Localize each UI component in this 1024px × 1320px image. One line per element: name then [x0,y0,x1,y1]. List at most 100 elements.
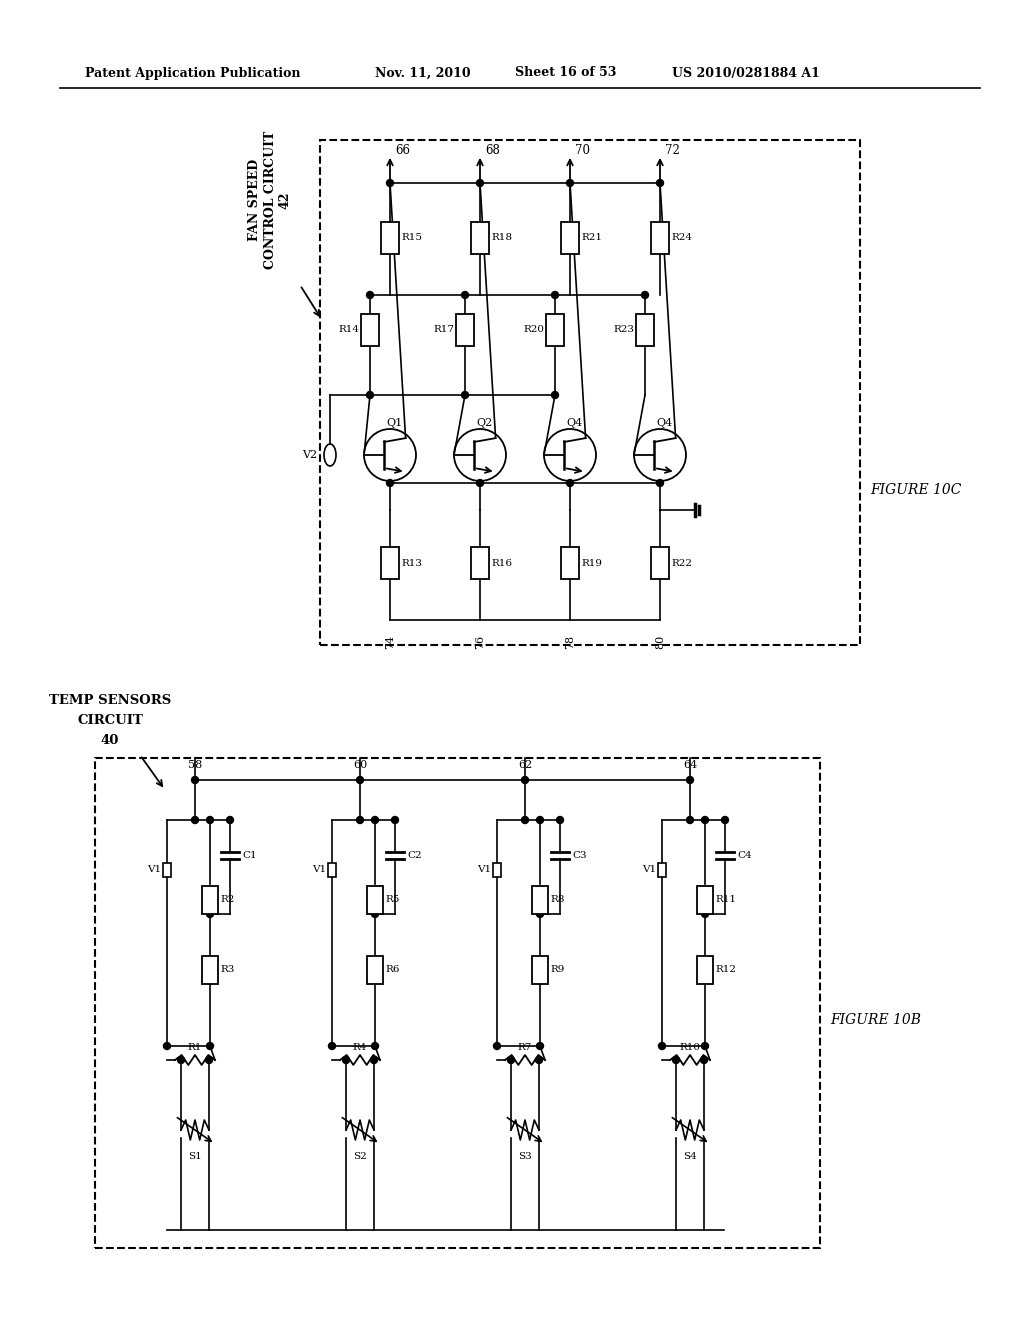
Circle shape [367,392,374,399]
Bar [471,222,489,253]
Text: R1: R1 [187,1043,202,1052]
Text: V1: V1 [477,866,490,874]
Text: R2: R2 [220,895,234,904]
Text: 76: 76 [475,635,485,649]
Text: V2: V2 [302,450,317,459]
Text: R17: R17 [433,326,454,334]
Text: Q1: Q1 [386,418,402,428]
Circle shape [372,817,379,824]
Circle shape [556,817,563,824]
Text: R3: R3 [220,965,234,974]
Text: Nov. 11, 2010: Nov. 11, 2010 [375,66,471,79]
Circle shape [658,1043,666,1049]
Text: TEMP SENSORS: TEMP SENSORS [49,693,171,706]
Circle shape [673,1056,680,1064]
Text: R4: R4 [353,1043,368,1052]
Circle shape [367,292,374,298]
Circle shape [701,1043,709,1049]
Text: Q4: Q4 [566,418,583,428]
Text: US 2010/0281884 A1: US 2010/0281884 A1 [672,66,820,79]
Bar [636,314,654,346]
Text: FIGURE 10C: FIGURE 10C [870,483,962,498]
Text: C4: C4 [737,850,752,859]
Text: 80: 80 [655,635,665,649]
Text: Patent Application Publication: Patent Application Publication [85,66,300,79]
Circle shape [537,817,544,824]
Text: 62: 62 [518,760,532,770]
Circle shape [342,1056,349,1064]
Text: S1: S1 [188,1152,202,1162]
Text: CONTROL CIRCUIT: CONTROL CIRCUIT [263,131,276,269]
Circle shape [641,292,648,298]
Circle shape [177,1056,184,1064]
Bar [651,222,669,253]
Circle shape [391,817,398,824]
Text: R6: R6 [385,965,399,974]
Circle shape [508,1056,514,1064]
Text: S2: S2 [353,1152,367,1162]
Bar [561,546,579,579]
Bar [697,956,713,983]
Circle shape [521,817,528,824]
Text: R15: R15 [401,234,422,243]
Text: 70: 70 [575,144,590,157]
Text: 58: 58 [187,760,202,770]
Bar [532,886,548,913]
Text: R14: R14 [338,326,359,334]
Circle shape [371,1056,378,1064]
Text: R21: R21 [581,234,602,243]
Circle shape [372,911,379,917]
Bar [493,863,501,876]
Text: 78: 78 [565,635,575,649]
Text: R18: R18 [490,234,512,243]
Text: 64: 64 [683,760,697,770]
Text: 68: 68 [485,144,500,157]
Text: R22: R22 [671,558,692,568]
Text: R12: R12 [715,965,736,974]
Text: V1: V1 [642,866,656,874]
Circle shape [552,292,558,298]
Text: 60: 60 [353,760,368,770]
Text: FAN SPEED: FAN SPEED [249,158,261,242]
Circle shape [537,1043,544,1049]
Bar [471,546,489,579]
Text: 74: 74 [385,635,395,649]
Text: V1: V1 [312,866,326,874]
Text: Sheet 16 of 53: Sheet 16 of 53 [515,66,616,79]
Circle shape [462,392,469,399]
Text: V1: V1 [146,866,161,874]
Text: R7: R7 [518,1043,532,1052]
Text: S3: S3 [518,1152,531,1162]
Bar [361,314,379,346]
Circle shape [722,817,728,824]
Circle shape [386,479,393,487]
Circle shape [207,1043,213,1049]
Text: 42: 42 [279,191,292,209]
Text: R20: R20 [523,326,544,334]
Circle shape [536,1056,543,1064]
Bar [532,956,548,983]
Bar [319,140,860,645]
Text: R24: R24 [671,234,692,243]
Circle shape [656,180,664,186]
Circle shape [656,479,664,487]
Text: R16: R16 [490,558,512,568]
Bar [658,863,666,876]
Bar [381,222,399,253]
Bar [546,314,564,346]
Bar [328,863,336,876]
Bar [561,222,579,253]
Circle shape [372,1043,379,1049]
Circle shape [356,776,364,784]
Circle shape [494,1043,501,1049]
Circle shape [226,817,233,824]
Circle shape [521,776,528,784]
Text: C1: C1 [242,850,257,859]
Text: C3: C3 [572,850,587,859]
Text: R23: R23 [613,326,634,334]
Circle shape [476,180,483,186]
Text: R10: R10 [680,1043,700,1052]
Circle shape [462,292,469,298]
Circle shape [552,392,558,399]
Circle shape [206,1056,213,1064]
